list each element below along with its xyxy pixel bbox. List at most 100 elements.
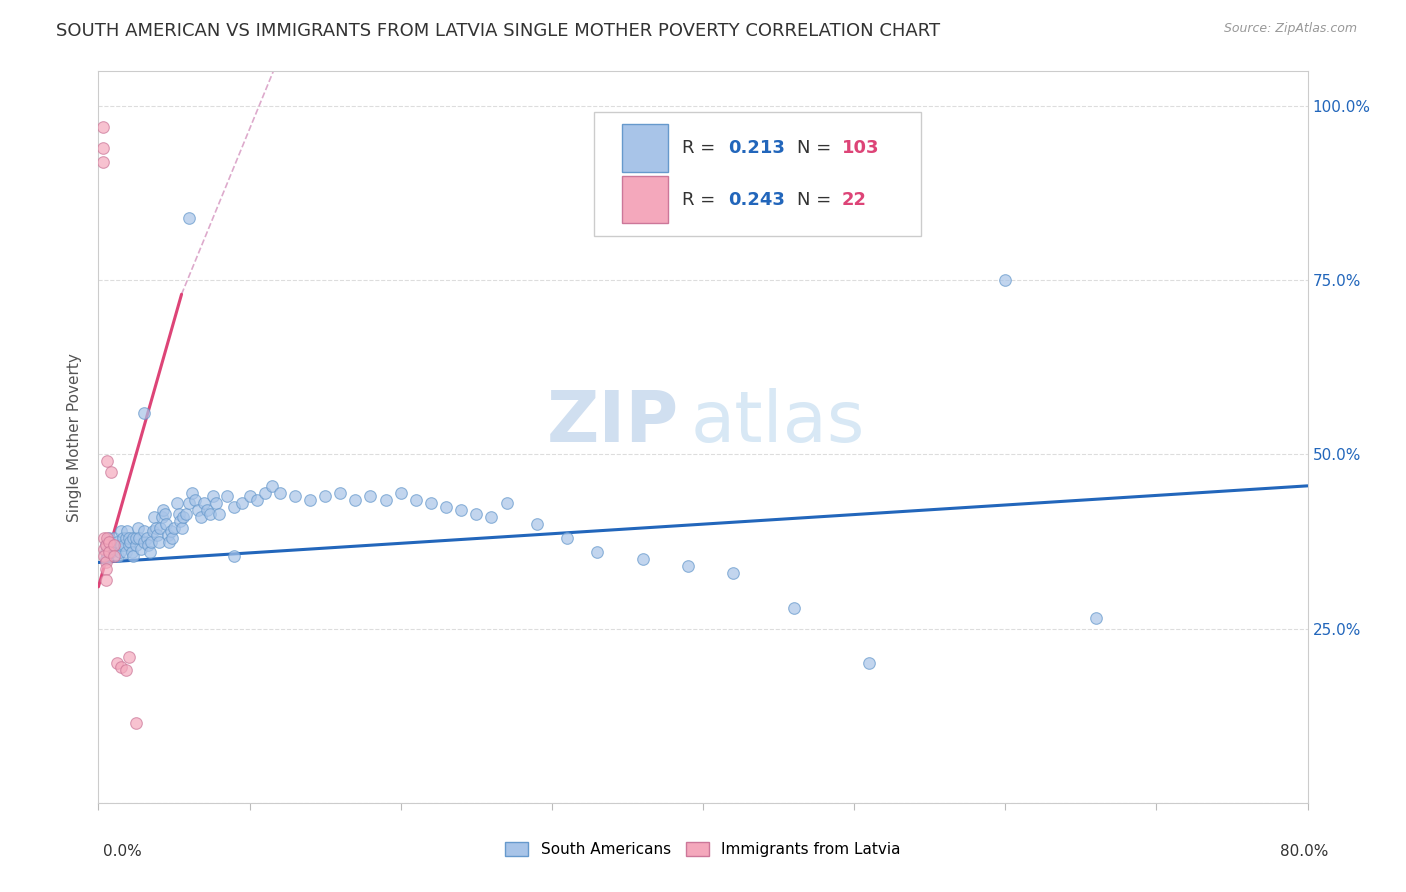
Point: [150, 510, 173, 524]
Text: ZIP: ZIP: [547, 388, 679, 457]
Point: [93, 541, 115, 556]
Point: [153, 507, 176, 521]
Point: [94, 552, 117, 566]
FancyBboxPatch shape: [595, 112, 921, 235]
Point: [631, 552, 654, 566]
Point: [253, 485, 276, 500]
Text: 103: 103: [842, 139, 880, 157]
Point: [205, 496, 228, 510]
Point: [389, 485, 412, 500]
Point: [128, 531, 150, 545]
Point: [107, 549, 129, 563]
Point: [125, 531, 148, 545]
Point: [156, 527, 179, 541]
Point: [129, 541, 152, 556]
Point: [110, 538, 132, 552]
Text: SOUTH AMERICAN VS IMMIGRANTS FROM LATVIA SINGLE MOTHER POVERTY CORRELATION CHART: SOUTH AMERICAN VS IMMIGRANTS FROM LATVIA…: [56, 22, 941, 40]
Point: [141, 534, 163, 549]
Point: [101, 538, 124, 552]
Point: [783, 600, 806, 615]
Point: [94, 556, 117, 570]
Point: [299, 492, 322, 507]
Point: [994, 273, 1017, 287]
Point: [127, 521, 149, 535]
Point: [159, 534, 181, 549]
Point: [193, 496, 215, 510]
Point: [179, 496, 201, 510]
Point: [100, 545, 122, 559]
Point: [132, 534, 155, 549]
Point: [239, 489, 262, 503]
Point: [100, 465, 122, 479]
Point: [163, 521, 186, 535]
Point: [98, 534, 121, 549]
Point: [246, 492, 269, 507]
Point: [314, 489, 336, 503]
Point: [190, 510, 212, 524]
Point: [208, 507, 231, 521]
Point: [103, 538, 125, 552]
Point: [110, 524, 132, 538]
Point: [118, 538, 141, 552]
Point: [135, 531, 157, 545]
Point: [108, 545, 131, 559]
Point: [526, 517, 548, 532]
Point: [174, 507, 197, 521]
Point: [93, 549, 115, 563]
Point: [114, 545, 136, 559]
Point: [1085, 611, 1108, 625]
Point: [329, 485, 352, 500]
Text: R =: R =: [682, 139, 721, 157]
Point: [120, 534, 142, 549]
Text: 0.243: 0.243: [728, 191, 786, 209]
Point: [105, 534, 128, 549]
Point: [187, 503, 209, 517]
Point: [132, 524, 155, 538]
Point: [586, 545, 609, 559]
Point: [148, 534, 170, 549]
Text: atlas: atlas: [690, 388, 865, 457]
Point: [465, 507, 488, 521]
FancyBboxPatch shape: [621, 124, 668, 172]
Point: [145, 521, 167, 535]
Text: R =: R =: [682, 191, 721, 209]
Point: [105, 657, 128, 671]
Point: [162, 531, 184, 545]
Point: [114, 531, 136, 545]
Point: [202, 489, 225, 503]
Text: 80.0%: 80.0%: [1281, 845, 1329, 859]
Point: [160, 524, 183, 538]
Point: [481, 510, 503, 524]
Point: [555, 531, 578, 545]
Point: [262, 479, 284, 493]
Point: [115, 524, 138, 538]
Point: [122, 549, 145, 563]
Y-axis label: Single Mother Poverty: Single Mother Poverty: [67, 352, 83, 522]
Point: [172, 510, 194, 524]
Point: [91, 155, 114, 169]
Point: [112, 538, 135, 552]
Text: 0.0%: 0.0%: [103, 845, 142, 859]
Point: [125, 538, 148, 552]
Point: [110, 660, 132, 674]
Text: Source: ZipAtlas.com: Source: ZipAtlas.com: [1223, 22, 1357, 36]
Point: [200, 507, 222, 521]
Point: [231, 496, 253, 510]
Point: [121, 545, 143, 559]
Point: [94, 545, 117, 559]
Point: [114, 664, 136, 678]
Point: [139, 545, 162, 559]
Point: [269, 485, 291, 500]
Point: [98, 531, 121, 545]
Legend: South Americans, Immigrants from Latvia: South Americans, Immigrants from Latvia: [505, 842, 901, 857]
Point: [96, 454, 118, 468]
Point: [91, 120, 114, 134]
Point: [184, 492, 207, 507]
Point: [98, 545, 121, 559]
Text: 0.213: 0.213: [728, 139, 786, 157]
Point: [169, 514, 191, 528]
Point: [155, 517, 177, 532]
Point: [723, 566, 745, 580]
Point: [374, 492, 396, 507]
Point: [146, 527, 169, 541]
